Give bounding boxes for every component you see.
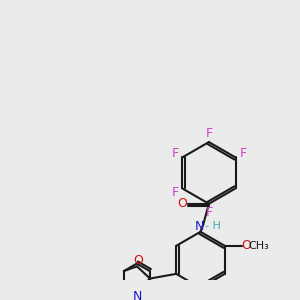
Text: N: N	[195, 220, 204, 233]
Text: F: F	[205, 127, 212, 140]
Text: F: F	[239, 147, 246, 160]
Text: F: F	[171, 147, 178, 160]
Text: O: O	[133, 254, 143, 267]
Text: O: O	[177, 197, 187, 210]
Text: F: F	[171, 186, 178, 199]
Text: F: F	[205, 206, 212, 219]
Text: CH₃: CH₃	[248, 241, 269, 251]
Text: N: N	[133, 290, 142, 300]
Text: O: O	[241, 239, 251, 252]
Text: - H: - H	[205, 221, 220, 231]
